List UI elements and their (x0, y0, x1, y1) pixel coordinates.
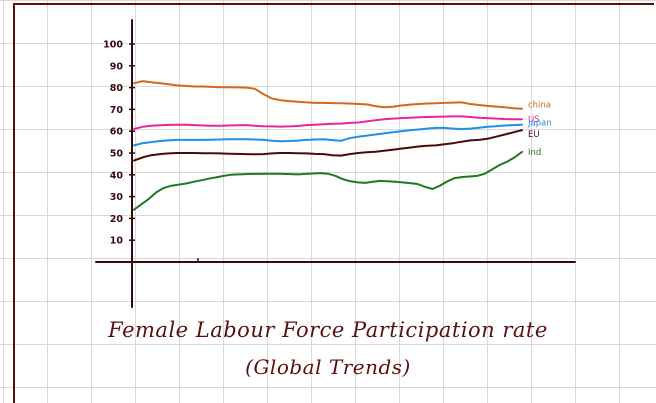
y-tick-label: 40 (110, 170, 124, 181)
series-label-japan: Japan (527, 119, 552, 129)
chart-title: Female Labour Force Participation rate (108, 318, 548, 342)
y-tick-label: 100 (103, 40, 123, 51)
series-line-china (133, 80, 523, 110)
series-label-us: US (528, 115, 540, 125)
series-label-ind: Ind (528, 148, 541, 158)
series-line-us (133, 115, 523, 130)
y-tick-label: 50 (110, 149, 124, 160)
y-tick-label: 30 (110, 192, 124, 203)
series-label-eu: EU (528, 130, 540, 140)
y-tick-label: 70 (110, 105, 124, 116)
page-border (13, 3, 654, 403)
y-tick-label: 90 (110, 61, 124, 72)
series-line-japan (133, 123, 523, 147)
y-tick-label: 10 (110, 236, 124, 247)
chart-subtitle: (Global Trends) (245, 355, 411, 379)
series-line-ind (133, 150, 523, 211)
y-tick-label: 80 (110, 83, 124, 94)
y-tick-label: 20 (110, 214, 124, 225)
y-tick-label: 60 (110, 127, 124, 138)
series-label-china: china (528, 101, 551, 111)
series-line-eu (133, 129, 523, 162)
